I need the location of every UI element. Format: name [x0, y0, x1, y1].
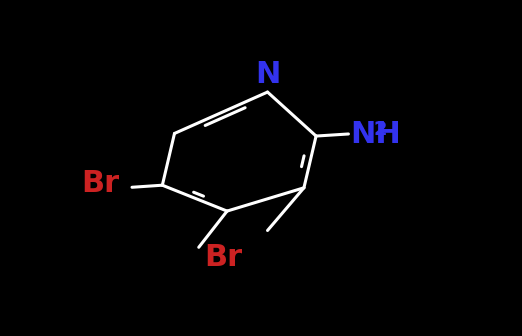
Text: N: N [255, 60, 280, 89]
Text: 2: 2 [374, 120, 387, 139]
Text: Br: Br [81, 169, 120, 199]
Text: NH: NH [350, 120, 401, 149]
Text: Br: Br [204, 243, 242, 271]
